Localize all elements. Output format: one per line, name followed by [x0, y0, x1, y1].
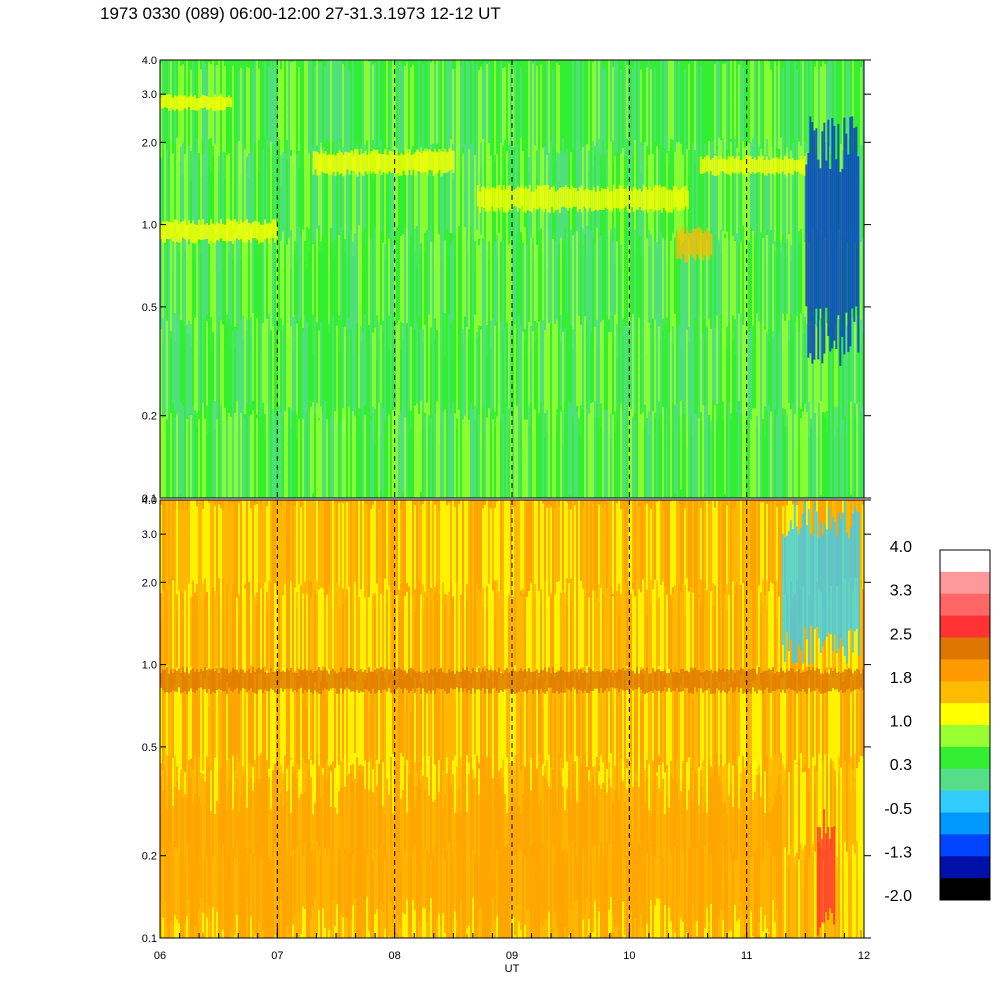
feature-band: [160, 667, 864, 695]
y-tick-label: 0.1: [142, 493, 157, 505]
colorbar-label: 1.0: [890, 714, 912, 731]
colorbar-segment: [940, 768, 990, 792]
feature-band: [476, 184, 689, 214]
colorbar-segment: [940, 812, 990, 835]
colorbar-segment: [940, 834, 990, 857]
feature-band: [805, 116, 860, 366]
colorbar-label: 4.0: [890, 539, 912, 556]
colorbar-segment: [940, 790, 990, 813]
y-tick-label: 4.0: [142, 55, 157, 67]
colorbar-segment: [940, 637, 990, 660]
y-tick-label: 2.0: [142, 577, 157, 589]
x-tick-label: 06: [154, 950, 166, 962]
feature-band: [781, 500, 860, 665]
x-tick-label: 08: [389, 950, 401, 962]
axes: 0.10.20.51.02.03.04.00.10.20.51.02.03.04…: [142, 55, 871, 962]
colorbar-label: 2.5: [890, 626, 912, 643]
chart-title: 1973 0330 (089) 06:00-12:00 27-31.3.1973…: [100, 4, 501, 23]
x-tick-label: 09: [506, 950, 518, 962]
colorbar-segment: [940, 681, 990, 704]
colorbar-segment: [940, 615, 990, 638]
colorbar-label: -2.0: [884, 888, 912, 905]
colorbar-segment: [940, 725, 990, 748]
y-tick-label: 0.2: [142, 411, 157, 423]
x-tick-label: 12: [858, 950, 870, 962]
colorbar-segment: [940, 746, 990, 770]
feature-band: [699, 155, 806, 177]
y-tick-label: 1.0: [142, 660, 157, 672]
colorbar-label: 3.3: [890, 583, 912, 600]
panel-texture: [160, 60, 864, 498]
feature-band: [676, 226, 713, 263]
y-tick-label: 0.2: [142, 851, 157, 863]
x-axis-label: UT: [505, 963, 520, 975]
colorbar-label: -0.5: [884, 801, 912, 818]
y-tick-label: 3.0: [142, 89, 157, 101]
colorbar-segment: [940, 659, 990, 682]
x-tick-label: 07: [271, 950, 283, 962]
colorbar-segment: [940, 703, 990, 726]
feature-band: [160, 94, 232, 112]
colorbar-segment: [940, 878, 990, 901]
feature-band: [312, 148, 455, 177]
panel-1-image: [160, 60, 864, 498]
colorbar-segment: [940, 571, 990, 595]
colorbar-label: -1.3: [884, 844, 912, 861]
colorbar-segment: [940, 550, 990, 573]
y-tick-label: 0.5: [142, 742, 157, 754]
y-tick-label: 1.0: [142, 220, 157, 232]
y-tick-label: 3.0: [142, 529, 157, 541]
feature-band: [160, 773, 782, 938]
top-panel: [160, 60, 864, 498]
colorbar-label: 0.3: [890, 757, 912, 774]
colorbar-segment: [940, 593, 990, 617]
y-tick-label: 0.1: [142, 933, 157, 945]
colorbar: 4.0 3.3 2.5 1.8 1.0 0.3 -0.5 -1.3 -2.0: [884, 539, 991, 905]
colorbar-label: 1.8: [890, 670, 912, 687]
y-tick-label: 0.5: [142, 302, 157, 314]
x-tick-label: 10: [623, 950, 635, 962]
feature-band: [817, 809, 836, 936]
feature-band: [160, 218, 278, 244]
y-tick-label: 2.0: [142, 137, 157, 149]
y-tick-label: 4.0: [142, 495, 157, 507]
colorbar-segment: [940, 856, 990, 879]
x-tick-label: 11: [741, 950, 752, 962]
